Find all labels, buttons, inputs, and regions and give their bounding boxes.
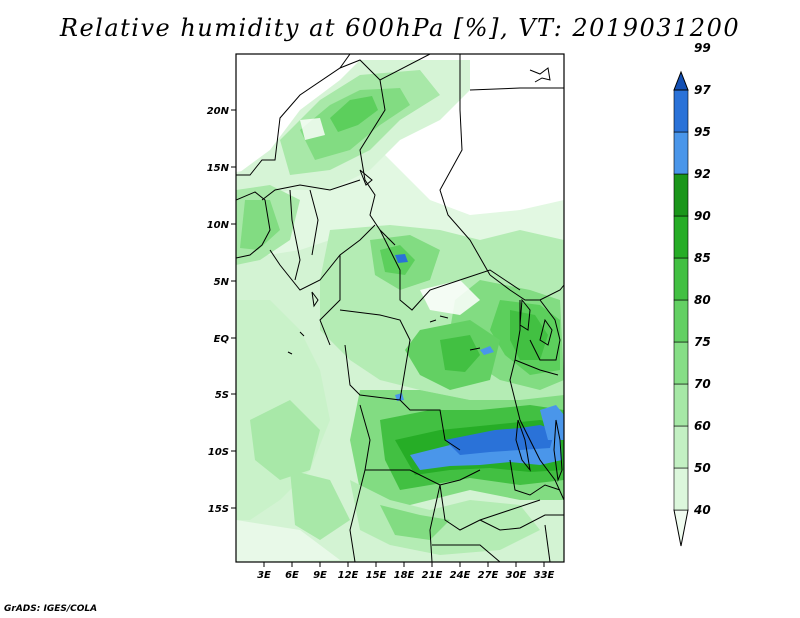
y-tick-label: 15N	[207, 163, 230, 174]
y-tick-label: 10N	[207, 220, 230, 231]
colorbar-label: 95	[694, 125, 711, 139]
colorbar-segment	[673, 299, 689, 343]
x-tick-label: 12E	[338, 570, 359, 581]
colorbar-label: 99	[694, 41, 711, 55]
colorbar-segment	[673, 341, 689, 385]
colorbar-segment	[673, 383, 689, 427]
y-tick-label: 15S	[208, 504, 229, 515]
colorbar-segment	[673, 131, 689, 175]
colorbar-segment	[673, 425, 689, 469]
x-tick-label: 15E	[366, 570, 387, 581]
grads-credit: GrADS: IGES/COLA	[4, 604, 98, 614]
x-tick-labels: 3E 6E 9E 12E 15E 18E 21E 24E 27E 30E 33E	[257, 570, 554, 581]
x-tick-label: 24E	[450, 570, 471, 581]
x-tick-label: 18E	[394, 570, 415, 581]
colorbar-segment	[673, 467, 689, 511]
y-tick-label: 10S	[208, 447, 229, 458]
colorbar-label: 85	[694, 251, 711, 265]
y-tick-label: 20N	[207, 106, 230, 117]
colorbar-label: 97	[694, 83, 711, 97]
colorbar-label: 40	[693, 503, 711, 517]
x-tick-label: 27E	[478, 570, 499, 581]
humidity-field	[236, 54, 564, 562]
colorbar-segment	[673, 215, 689, 259]
x-tick-label: 33E	[534, 570, 555, 581]
colorbar-label: 92	[694, 167, 711, 181]
map-title: Relative humidity at 600hPa [%], VT: 201…	[59, 14, 741, 42]
x-tick-label: 21E	[422, 570, 443, 581]
y-tick-label: 5N	[214, 277, 230, 288]
x-tick-label: 6E	[285, 570, 299, 581]
colorbar-label: 60	[694, 419, 711, 433]
x-tick-label: 9E	[313, 570, 327, 581]
y-tick-label: 5S	[215, 390, 229, 401]
country-borders	[236, 54, 564, 562]
x-tick-label: 3E	[257, 570, 271, 581]
colorbar-label: 80	[694, 293, 711, 307]
colorbar: 40 50 60 70 75 80 85 90 92 95 97 99	[673, 41, 711, 547]
colorbar-label: 70	[694, 377, 711, 391]
colorbar-label: 90	[694, 209, 711, 223]
colorbar-segment	[673, 173, 689, 217]
map-frame	[235, 53, 565, 563]
axis-ticks	[231, 109, 545, 567]
y-tick-labels: 20N 15N 10N 5N EQ 5S 10S 15S	[207, 106, 230, 515]
colorbar-label: 50	[694, 461, 711, 475]
colorbar-segment	[673, 509, 689, 547]
colorbar-label: 75	[694, 335, 711, 349]
colorbar-segment	[673, 70, 689, 91]
x-tick-label: 30E	[506, 570, 527, 581]
y-tick-label: EQ	[214, 334, 230, 345]
colorbar-segment	[673, 257, 689, 301]
colorbar-segment	[673, 89, 689, 133]
